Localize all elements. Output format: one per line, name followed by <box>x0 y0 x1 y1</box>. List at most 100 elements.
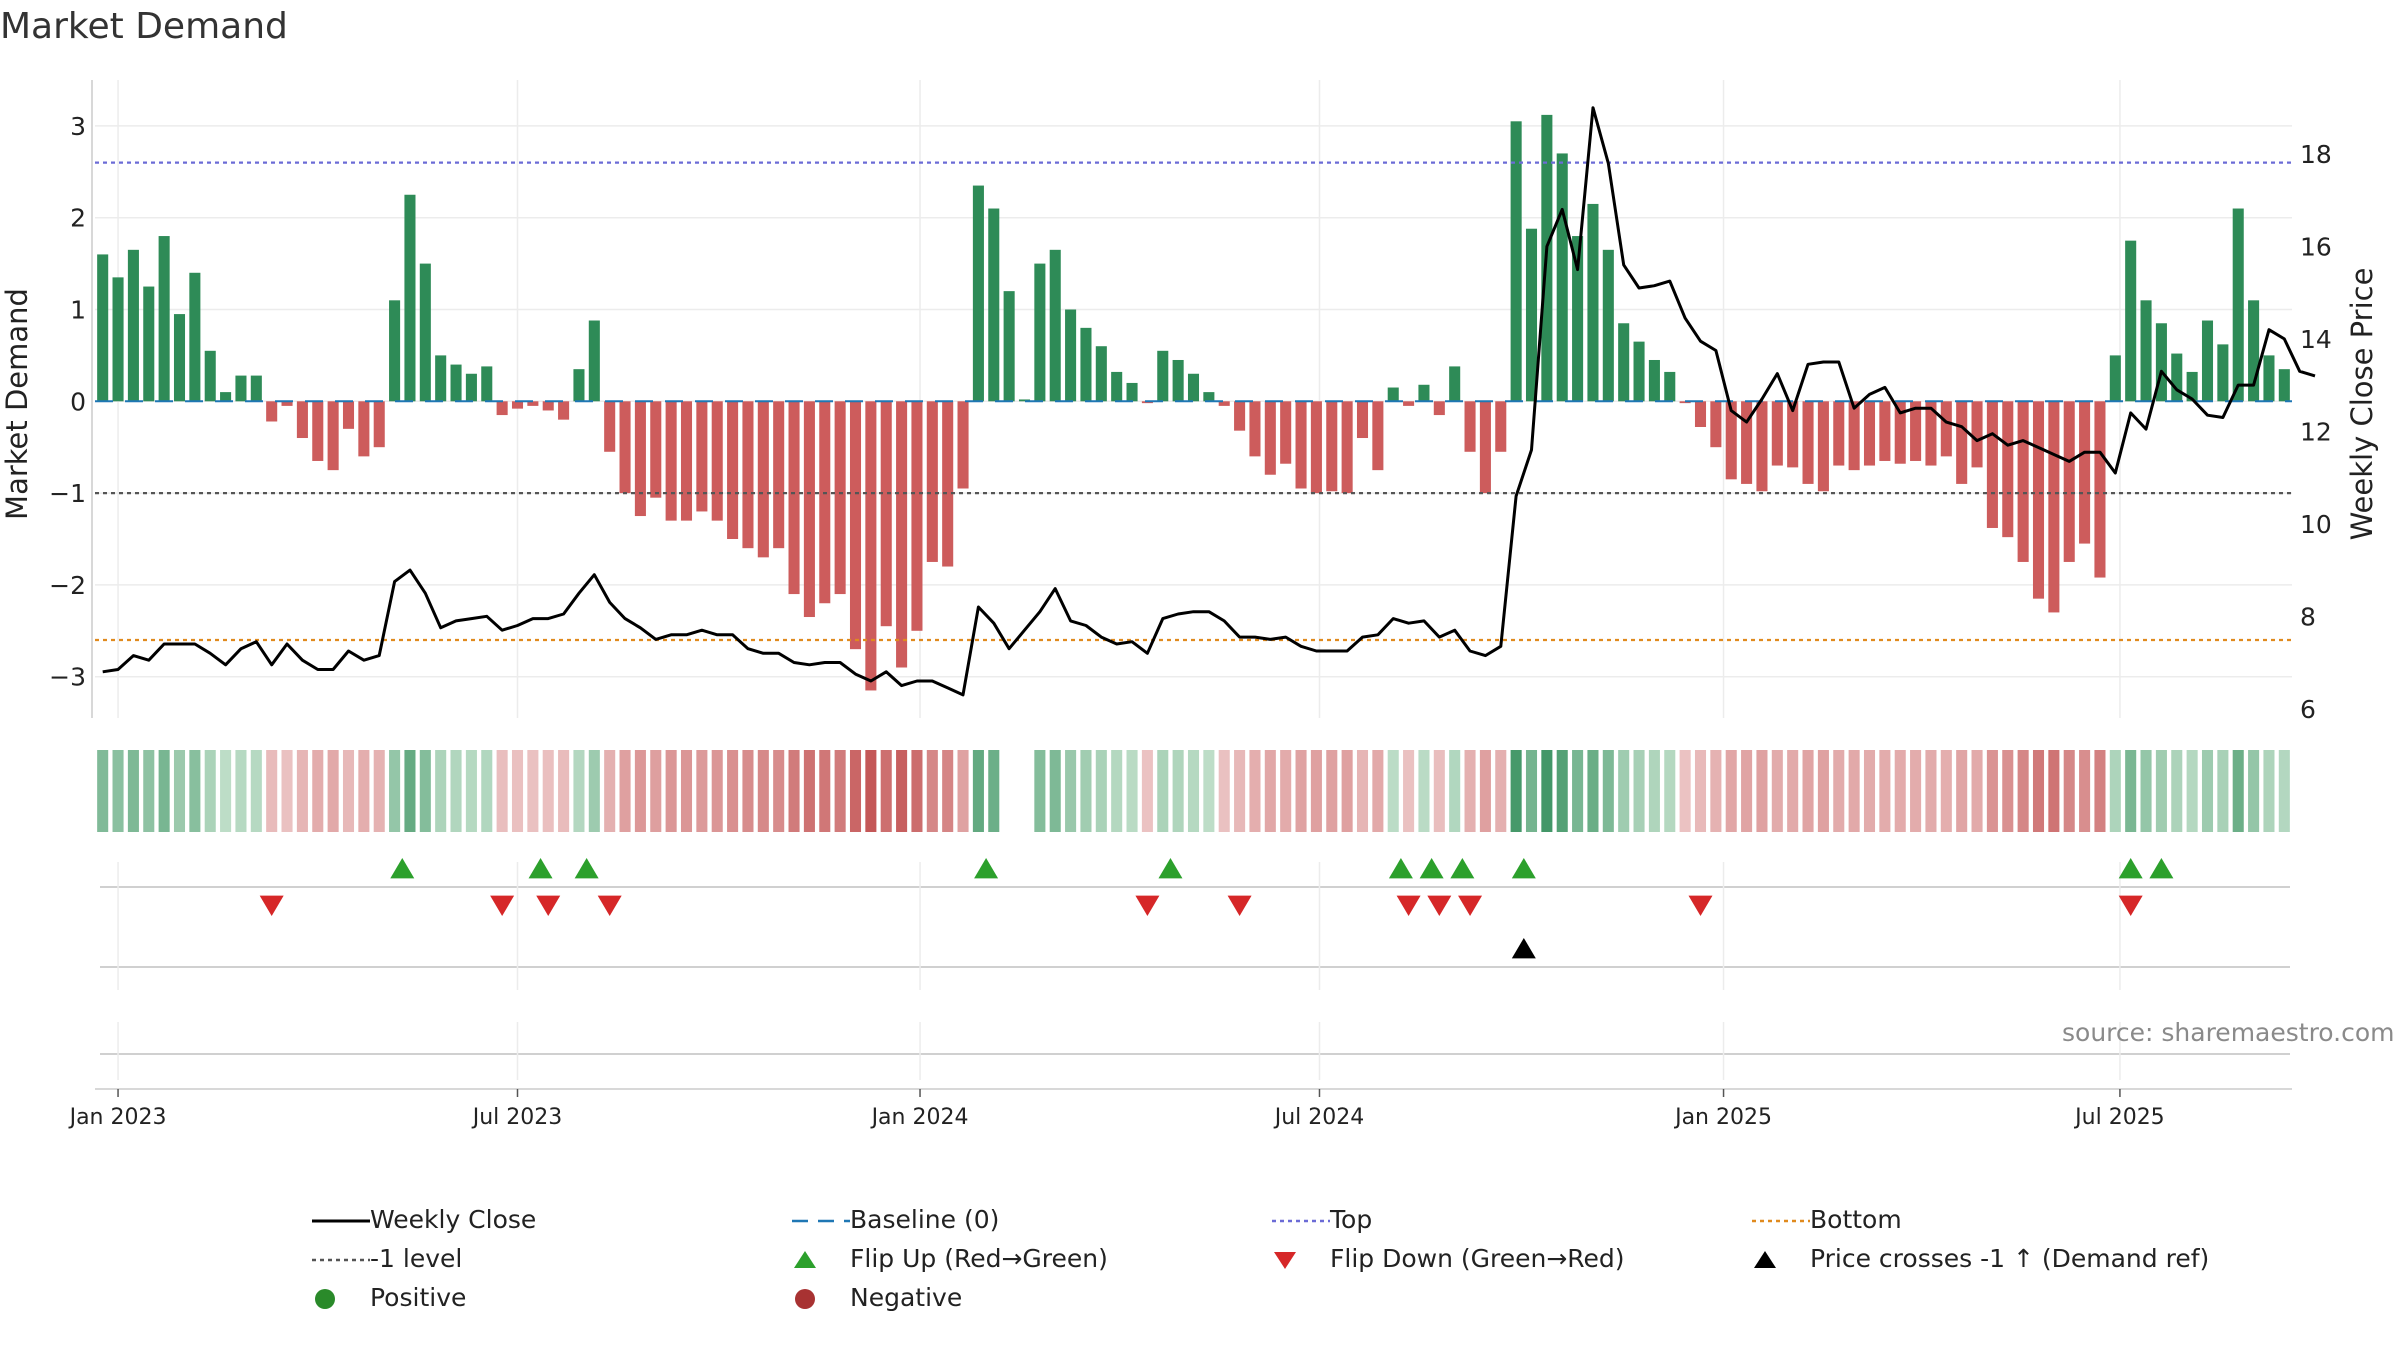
demand-bar <box>158 236 170 402</box>
demand-bar <box>1126 382 1138 402</box>
heat-cell <box>2201 750 2214 832</box>
demand-bar <box>1771 401 1783 466</box>
heat-cell <box>1986 750 1998 832</box>
demand-bar <box>1664 371 1676 402</box>
demand-bar <box>204 350 216 402</box>
demand-bar <box>1894 401 1906 464</box>
legend-symbol-icon <box>1272 1219 1330 1223</box>
heat-cell <box>1310 750 1322 832</box>
flip-down-marker <box>1135 895 1160 916</box>
demand-bar <box>1556 153 1568 402</box>
demand-bar <box>1341 401 1353 494</box>
legend-symbol-icon <box>795 1289 815 1309</box>
demand-bar <box>1326 401 1338 492</box>
weekly-close-line <box>102 106 2316 697</box>
legend-label: Weekly Close <box>370 1205 537 1234</box>
heat-cell <box>773 750 785 832</box>
legend-symbol-icon <box>1274 1252 1296 1269</box>
heat-cell <box>2079 750 2091 832</box>
heat-cell <box>511 750 524 832</box>
heat-cell <box>1940 750 1952 832</box>
demand-bar <box>2201 320 2214 402</box>
legend-symbol-icon <box>794 1251 816 1268</box>
heat-cell <box>1449 750 1461 832</box>
legend-label: Flip Up (Red→Green) <box>850 1244 1108 1273</box>
demand-bar <box>312 401 324 461</box>
heat-cell <box>1341 750 1353 832</box>
demand-bar <box>972 185 984 402</box>
heat-cell <box>312 750 324 832</box>
heat-cell <box>1418 750 1430 832</box>
y2-tick-label: 6 <box>2300 695 2316 724</box>
demand-bar <box>419 263 431 402</box>
demand-bar <box>2125 240 2137 402</box>
price-cross-marker <box>1511 938 1536 959</box>
demand-bar <box>1525 228 1538 402</box>
heat-cell <box>1833 750 1845 832</box>
demand-bar <box>97 254 109 402</box>
demand-bar <box>1802 401 1814 484</box>
demand-bar <box>511 401 524 409</box>
heat-cell <box>1495 750 1507 832</box>
flip-down-marker <box>490 895 515 916</box>
demand-bar <box>1694 401 1707 427</box>
demand-bar <box>1879 401 1891 461</box>
heat-cell <box>957 750 969 832</box>
heat-cell <box>2217 750 2229 832</box>
heat-cell <box>1034 750 1046 832</box>
heat-cell <box>865 750 877 832</box>
demand-bar <box>404 194 416 402</box>
heat-cell <box>1648 750 1660 832</box>
heat-cell <box>2094 750 2106 832</box>
demand-bar <box>1572 236 1584 402</box>
heat-cell <box>2109 750 2121 832</box>
heat-cell <box>481 750 493 832</box>
heat-cell <box>1910 750 1922 832</box>
heat-cell <box>1572 750 1584 832</box>
heat-cell <box>1356 750 1369 832</box>
heat-cell <box>1049 750 1061 832</box>
x-tick-label: Jan 2023 <box>68 1105 167 1130</box>
demand-bar <box>2063 401 2075 562</box>
heat-cell <box>2032 750 2045 832</box>
demand-bar <box>1387 387 1399 402</box>
demand-bar <box>1049 249 1061 402</box>
heat-cell <box>558 750 570 832</box>
demand-bar <box>1817 401 1829 492</box>
heat-cell <box>1264 750 1276 832</box>
demand-bar <box>604 401 616 452</box>
heat-cell <box>2125 750 2137 832</box>
demand-bar <box>1479 401 1491 494</box>
demand-bar <box>865 401 877 691</box>
heat-cell <box>1925 750 1937 832</box>
demand-bar <box>665 401 677 521</box>
y-tick-label: 3 <box>70 112 86 141</box>
heat-cell <box>1372 750 1384 832</box>
x-tick-label: Jan 2024 <box>870 1105 969 1130</box>
heat-cell <box>1234 750 1246 832</box>
demand-bar <box>1602 249 1614 402</box>
heat-cell <box>281 750 293 832</box>
heat-cell <box>2232 750 2244 832</box>
x-tick-label: Jan 2025 <box>1673 1105 1772 1130</box>
demand-bar <box>757 401 769 558</box>
demand-bar <box>2278 369 2290 402</box>
heat-cell <box>573 750 585 832</box>
demand-bar <box>235 375 247 402</box>
demand-bar <box>988 208 1000 402</box>
demand-bar <box>2140 300 2152 402</box>
demand-bar <box>358 401 370 457</box>
heat-cell <box>342 750 355 832</box>
flip-up-marker <box>1511 858 1536 879</box>
demand-bar <box>727 401 739 539</box>
flip-up-marker <box>528 858 553 879</box>
demand-bar <box>2155 323 2167 402</box>
demand-bar <box>1372 401 1384 471</box>
heat-cell <box>404 750 416 832</box>
heat-cell <box>204 750 216 832</box>
heat-cell <box>788 750 800 832</box>
demand-bar <box>1433 401 1445 416</box>
heat-cell <box>942 750 954 832</box>
heat-cell <box>542 750 554 832</box>
heat-cell <box>819 750 831 832</box>
